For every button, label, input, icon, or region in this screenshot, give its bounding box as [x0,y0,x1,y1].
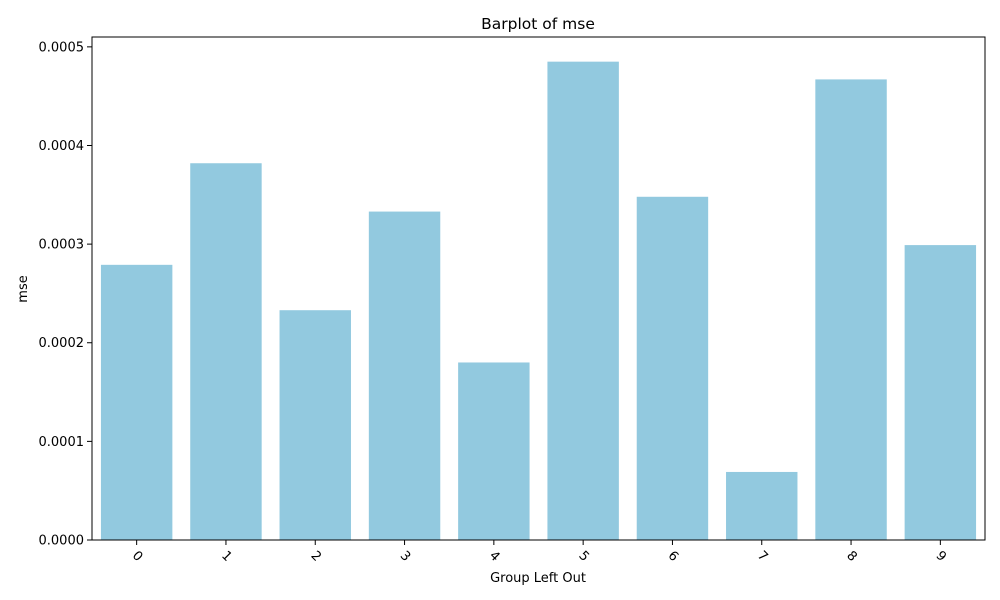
y-axis: 0.0000 0.0001 0.0002 0.0003 0.0004 0.0005 [39,40,92,549]
y-tick-label: 0.0005 [39,40,85,55]
bar-2 [279,310,351,540]
y-tick-label: 0.0000 [39,534,85,549]
bar-1 [190,163,262,541]
bars-group [100,61,977,541]
plot-frame [91,36,986,541]
bar-5 [547,61,619,540]
y-tick-label: 0.0002 [39,336,85,351]
x-axis-title: Group Left Out [490,571,586,586]
y-tick-label: 0.0004 [39,139,85,154]
bar-6 [636,196,709,540]
bar-0 [100,264,173,540]
y-tick-label: 0.0003 [39,238,85,253]
y-tick-label: 0.0001 [39,435,85,450]
bar-9 [904,245,977,540]
y-axis-title: mse [16,275,31,302]
chart-title: Barplot of mse [481,15,595,33]
bar-7 [726,471,798,540]
bar-4 [458,362,530,540]
bar-8 [815,79,887,540]
bar-3 [368,211,441,540]
